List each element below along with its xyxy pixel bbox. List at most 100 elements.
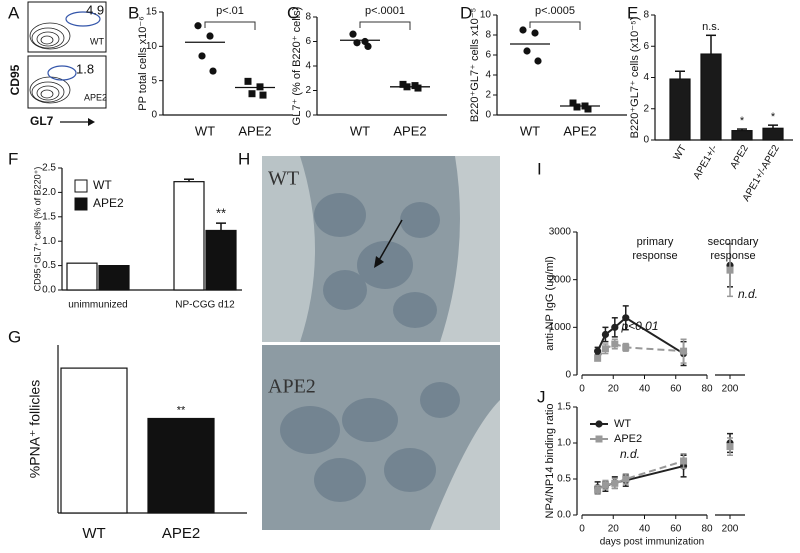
gate-value: 1.8 <box>76 61 94 76</box>
point <box>573 103 581 111</box>
point <box>622 343 630 351</box>
y-tick-label: 1.0 <box>557 438 571 449</box>
arrow-head <box>374 256 384 268</box>
legend-label: WT <box>614 418 631 430</box>
panel-letter: E <box>627 3 638 22</box>
point <box>680 347 688 355</box>
x-tick-label: APE2 <box>238 123 271 138</box>
legend-swatch <box>74 197 88 211</box>
point <box>611 479 619 487</box>
background <box>262 156 315 342</box>
x-tick-label: 200 <box>722 384 739 395</box>
y-axis-label: anti-NP IgG (ug/ml) <box>544 256 556 351</box>
point <box>611 323 619 331</box>
y-tick-label: 0 <box>643 135 649 146</box>
y-tick-label: 5 <box>151 75 157 86</box>
x-tick-label: WT <box>195 123 215 138</box>
y-tick-label: 1.5 <box>557 402 571 413</box>
follicles <box>314 193 440 328</box>
panel-letter: H <box>238 149 250 168</box>
x-tick-label: 40 <box>639 384 651 395</box>
background <box>440 156 500 342</box>
point <box>680 457 688 465</box>
panel-letter: A <box>8 3 20 22</box>
panel-letter: G <box>8 327 21 346</box>
bar-label: * <box>771 111 776 123</box>
point <box>523 47 531 55</box>
point <box>622 475 630 483</box>
bracket <box>204 21 256 30</box>
y-tick-label: 2 <box>485 90 491 101</box>
bar-label: ** <box>177 404 186 416</box>
y-tick-label: 0 <box>305 110 311 121</box>
image-panel: H WT APE2 <box>238 149 500 530</box>
bar <box>66 262 98 291</box>
bar <box>205 229 237 291</box>
x-tick-label: APE2 <box>162 525 200 542</box>
point <box>611 340 619 348</box>
y-tick-label: 4 <box>305 61 311 72</box>
y-tick-label: 0.5 <box>557 474 571 485</box>
arrow-head <box>88 118 95 126</box>
arrow <box>377 219 403 263</box>
point <box>259 91 267 99</box>
legend-label: WT <box>93 178 112 192</box>
x-tick-label: 60 <box>670 384 682 395</box>
x-tick-label: NP-CGG d12 <box>175 300 235 311</box>
bar <box>147 417 215 514</box>
bar <box>762 127 784 141</box>
point <box>256 83 264 91</box>
y-axis-label: NP4/NP14 binding ratio <box>544 404 556 519</box>
legend-label: APE2 <box>93 196 124 210</box>
annotation: n.d. <box>620 447 640 461</box>
y-tick-label: 6 <box>305 36 311 47</box>
point <box>584 105 592 113</box>
point <box>414 84 422 92</box>
x-tick-label: WT <box>672 143 689 162</box>
plot-label: WT <box>90 36 104 46</box>
bar <box>669 78 691 141</box>
bar <box>731 130 753 141</box>
point <box>594 354 602 362</box>
x-tick-label: WT <box>350 123 370 138</box>
x-tick-label: WT <box>520 123 540 138</box>
point <box>594 486 602 494</box>
x-tick-label: 60 <box>670 524 682 535</box>
y-tick-label: 8 <box>643 10 649 21</box>
y-axis-label: CD95⁺GL7⁺ cells (% of B220⁺) <box>32 167 42 292</box>
point <box>726 443 734 451</box>
point <box>622 314 630 322</box>
x-tick-label: 200 <box>722 524 739 535</box>
x-tick-label: 80 <box>701 384 713 395</box>
annotation: response <box>632 250 677 262</box>
flow-panel: A 4.9 WT 1.8 APE2 CD95 GL7 <box>8 1 107 128</box>
y-tick-label: 2.5 <box>42 163 56 174</box>
point <box>248 90 256 98</box>
y-tick-label: 0 <box>485 110 491 121</box>
follicles <box>280 382 460 502</box>
y-tick-label: 6 <box>485 50 491 61</box>
y-axis-label: B220⁺GL7⁺ cells x10⁻⁵ <box>469 8 481 122</box>
y-tick-label: 10 <box>146 41 158 52</box>
y-tick-label: 1.5 <box>42 211 56 222</box>
point <box>244 77 252 85</box>
y-tick-label: 8 <box>485 30 491 41</box>
point <box>594 347 602 355</box>
y-tick-label: 2.0 <box>42 187 56 198</box>
gate <box>47 65 77 81</box>
gate-value: 4.9 <box>86 2 104 17</box>
point <box>569 99 577 107</box>
y-tick-label: 0.0 <box>42 285 56 296</box>
gate <box>65 11 101 27</box>
panel-letter: J <box>537 387 546 406</box>
x-tick-label: 0 <box>579 384 585 395</box>
y-tick-label: 0 <box>151 110 157 121</box>
panel-letter: B <box>128 3 139 22</box>
y-axis-label: B220⁺GL7⁺ cells (x10⁻⁵) <box>629 17 641 139</box>
x-tick-label: APE1+/- <box>692 143 720 181</box>
point <box>349 30 357 38</box>
bar-label: * <box>740 115 745 127</box>
bar <box>700 53 722 141</box>
y-tick-label: 1000 <box>549 322 572 333</box>
